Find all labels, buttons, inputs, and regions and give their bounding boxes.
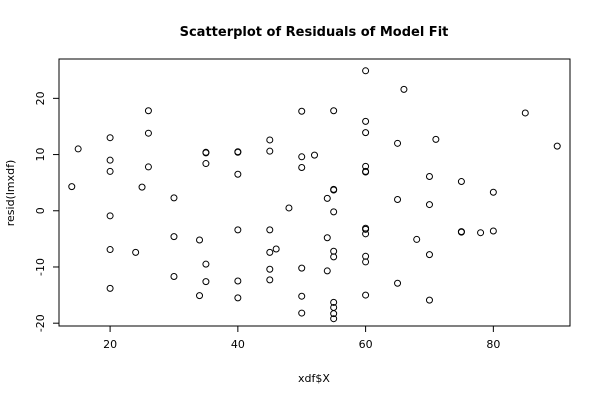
data-point [425, 201, 433, 209]
data-point [202, 278, 210, 286]
data-point [362, 225, 370, 233]
data-point [362, 252, 370, 260]
data-point [323, 267, 331, 275]
data-point [266, 147, 274, 155]
data-point [400, 85, 408, 93]
y-tick-label: 0 [34, 207, 47, 214]
data-point [394, 279, 402, 287]
data-point [298, 163, 306, 171]
x-axis: 20 40 60 80 [103, 326, 500, 351]
x-axis-label: xdf$X [298, 372, 330, 385]
data-point [170, 194, 178, 202]
data-point [106, 246, 114, 254]
data-point [106, 134, 114, 142]
x-tick-label: 20 [103, 338, 117, 351]
data-point [457, 228, 465, 236]
data-point [106, 156, 114, 164]
data-point [553, 142, 561, 150]
data-point [298, 107, 306, 115]
data-point [362, 117, 370, 125]
data-point [425, 172, 433, 180]
data-point [266, 248, 274, 256]
data-point [311, 151, 318, 159]
data-point [330, 253, 338, 261]
data-point [266, 226, 274, 234]
data-point [489, 227, 497, 235]
data-point [330, 186, 338, 194]
data-point [234, 148, 242, 156]
data-point [74, 145, 82, 153]
data-point [330, 247, 338, 255]
data-point [234, 170, 242, 178]
data-point [298, 309, 306, 317]
data-point [362, 67, 370, 75]
data-point [68, 183, 76, 191]
data-point [144, 129, 152, 137]
data-point [362, 129, 370, 137]
data-point [298, 264, 306, 272]
data-point [202, 149, 210, 157]
chart-title: Scatterplot of Residuals of Model Fit [180, 25, 449, 40]
data-point [323, 234, 331, 242]
data-point [132, 248, 140, 256]
data-point [106, 167, 114, 175]
data-point [234, 277, 242, 285]
data-point [457, 178, 465, 186]
data-point [413, 235, 421, 243]
x-tick-label: 60 [359, 338, 373, 351]
data-point [272, 245, 280, 253]
y-tick-label: 20 [34, 91, 47, 105]
y-tick-label: -10 [34, 258, 47, 276]
data-point [285, 204, 293, 212]
data-point [234, 294, 242, 302]
data-point [330, 298, 338, 306]
data-point [170, 233, 178, 241]
data-point [362, 291, 370, 299]
y-tick-label: -20 [34, 314, 47, 332]
data-point [432, 135, 440, 143]
x-tick-label: 40 [231, 338, 245, 351]
data-point [394, 196, 402, 204]
plot-frame [58, 58, 571, 327]
data-point [298, 153, 306, 161]
data-point [266, 136, 274, 144]
data-point [196, 292, 204, 300]
data-point [489, 188, 497, 196]
data-point [234, 226, 242, 234]
x-tick-label: 80 [486, 338, 500, 351]
data-point [202, 160, 210, 168]
data-point [362, 168, 370, 176]
data-point [196, 236, 204, 244]
data-point [298, 292, 306, 300]
data-point [394, 139, 402, 147]
data-point [144, 107, 152, 115]
data-point [266, 276, 274, 284]
data-point [138, 183, 146, 191]
data-point [323, 194, 331, 202]
y-axis-label: resid(lmxdf) [4, 160, 17, 227]
data-point [362, 230, 370, 238]
data-point [477, 229, 485, 237]
data-point [521, 109, 529, 117]
data-point [144, 163, 152, 171]
data-point [362, 258, 370, 266]
data-point [170, 273, 178, 281]
data-point [330, 310, 338, 318]
y-tick-label: 10 [34, 148, 47, 162]
data-point [330, 107, 338, 115]
data-point [425, 296, 433, 304]
data-point [266, 265, 274, 273]
data-point [330, 315, 338, 323]
data-point [106, 212, 114, 220]
data-point [106, 284, 114, 292]
data-points [68, 67, 561, 323]
data-point [202, 260, 210, 268]
y-axis: -20 -10 0 10 20 [34, 91, 59, 332]
data-point [425, 251, 433, 259]
data-point [330, 208, 338, 216]
